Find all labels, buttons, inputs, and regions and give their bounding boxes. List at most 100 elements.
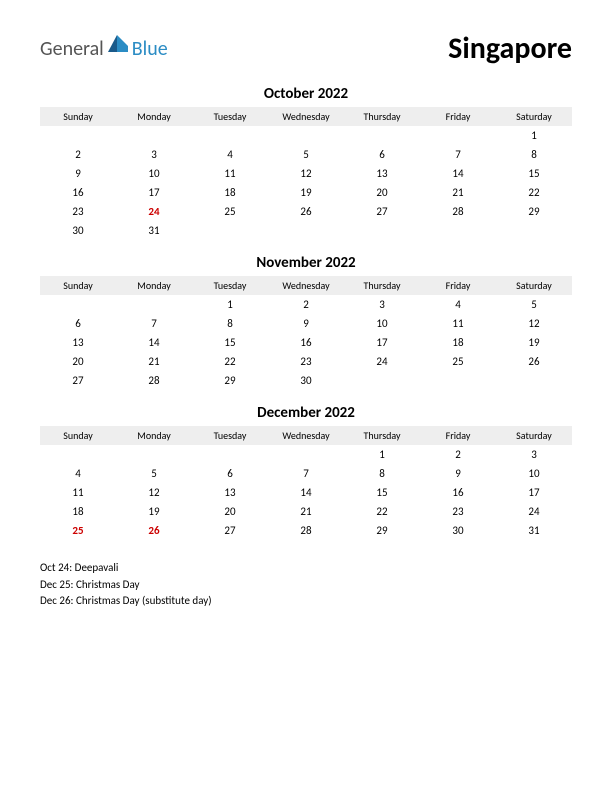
calendar-cell: 7	[268, 464, 344, 483]
calendar-cell: 20	[40, 352, 116, 371]
calendar-row: 1	[40, 126, 572, 145]
logo: General Blue	[40, 37, 168, 61]
calendar-cell: 18	[420, 333, 496, 352]
calendar-cell: 6	[40, 314, 116, 333]
calendar-cell: 28	[420, 202, 496, 221]
calendar-cell: 9	[420, 464, 496, 483]
calendar-cell: 8	[344, 464, 420, 483]
weekday-header: Wednesday	[268, 426, 344, 445]
calendar-cell: 17	[344, 333, 420, 352]
calendar-cell: 15	[496, 164, 572, 183]
weekday-header: Sunday	[40, 276, 116, 295]
calendar-cell: 15	[192, 333, 268, 352]
weekday-header: Thursday	[344, 276, 420, 295]
calendar-row: 25262728293031	[40, 521, 572, 540]
calendar-cell	[116, 445, 192, 464]
calendar-cell	[268, 126, 344, 145]
calendar-cell	[420, 221, 496, 240]
calendar-cell: 1	[496, 126, 572, 145]
calendar-cell: 28	[268, 521, 344, 540]
calendar-row: 2345678	[40, 145, 572, 164]
calendar-cell: 10	[344, 314, 420, 333]
holiday-entry: Dec 26: Christmas Day (substitute day)	[40, 593, 572, 610]
calendar-cell: 30	[420, 521, 496, 540]
calendar-cell: 14	[116, 333, 192, 352]
calendar-cell: 2	[420, 445, 496, 464]
weekday-header: Friday	[420, 426, 496, 445]
header: General Blue Singapore	[40, 30, 572, 67]
calendar-cell: 14	[420, 164, 496, 183]
weekday-header: Wednesday	[268, 276, 344, 295]
calendar-cell	[420, 126, 496, 145]
calendar-row: 23242526272829	[40, 202, 572, 221]
calendar-cell: 3	[496, 445, 572, 464]
calendar-cell: 12	[496, 314, 572, 333]
calendar-cell: 6	[344, 145, 420, 164]
calendar-cell: 23	[40, 202, 116, 221]
calendar-cell	[116, 126, 192, 145]
calendar-cell: 11	[192, 164, 268, 183]
calendar-cell: 26	[268, 202, 344, 221]
weekday-header: Saturday	[496, 426, 572, 445]
calendar-cell: 21	[268, 502, 344, 521]
calendar-row: 12345	[40, 295, 572, 314]
calendar-cell: 18	[192, 183, 268, 202]
calendar-cell: 13	[192, 483, 268, 502]
calendar-table: SundayMondayTuesdayWednesdayThursdayFrid…	[40, 426, 572, 540]
calendar-cell: 6	[192, 464, 268, 483]
calendar-cell	[192, 221, 268, 240]
calendar-cell: 11	[40, 483, 116, 502]
calendar-cell: 30	[268, 371, 344, 390]
calendar-table: SundayMondayTuesdayWednesdayThursdayFrid…	[40, 107, 572, 240]
calendar-cell	[40, 126, 116, 145]
logo-text-general: General	[40, 37, 104, 61]
calendar-cell	[192, 126, 268, 145]
calendar-cell: 31	[496, 521, 572, 540]
calendar-cell: 17	[116, 183, 192, 202]
calendar-cell: 20	[192, 502, 268, 521]
calendar-cell: 4	[420, 295, 496, 314]
calendar-cell: 10	[496, 464, 572, 483]
calendar-row: 9101112131415	[40, 164, 572, 183]
calendar-row: 16171819202122	[40, 183, 572, 202]
calendar-cell: 8	[192, 314, 268, 333]
calendar-cell: 8	[496, 145, 572, 164]
calendar-cell	[496, 371, 572, 390]
holiday-list: Oct 24: DeepavaliDec 25: Christmas DayDe…	[40, 560, 572, 610]
calendar-cell: 19	[116, 502, 192, 521]
calendar-cell: 2	[268, 295, 344, 314]
weekday-header: Saturday	[496, 107, 572, 126]
calendar-row: 13141516171819	[40, 333, 572, 352]
calendar-cell: 25	[192, 202, 268, 221]
weekday-header: Thursday	[344, 107, 420, 126]
calendar-cell: 1	[344, 445, 420, 464]
calendar-cell: 26	[496, 352, 572, 371]
weekday-header: Wednesday	[268, 107, 344, 126]
month-title: December 2022	[40, 404, 572, 422]
weekday-header: Monday	[116, 276, 192, 295]
month-title: November 2022	[40, 254, 572, 272]
calendar-row: 6789101112	[40, 314, 572, 333]
calendar-cell: 25	[40, 521, 116, 540]
calendar-cell: 18	[40, 502, 116, 521]
calendar-cell	[344, 371, 420, 390]
holiday-entry: Dec 25: Christmas Day	[40, 577, 572, 594]
calendar-cell: 21	[116, 352, 192, 371]
calendar-cell: 4	[192, 145, 268, 164]
calendar-cell: 27	[192, 521, 268, 540]
calendar-cell: 3	[344, 295, 420, 314]
country-title: Singapore	[448, 30, 572, 67]
calendar-cell: 9	[268, 314, 344, 333]
calendar-cell	[344, 126, 420, 145]
calendar-cell: 27	[344, 202, 420, 221]
calendar-row: 123	[40, 445, 572, 464]
logo-mark-icon	[108, 32, 130, 52]
calendar-cell: 20	[344, 183, 420, 202]
calendar-cell: 30	[40, 221, 116, 240]
holiday-entry: Oct 24: Deepavali	[40, 560, 572, 577]
calendar-row: 27282930	[40, 371, 572, 390]
calendar-cell	[268, 221, 344, 240]
calendar-row: 18192021222324	[40, 502, 572, 521]
calendar-cell: 25	[420, 352, 496, 371]
calendar-cell: 19	[496, 333, 572, 352]
